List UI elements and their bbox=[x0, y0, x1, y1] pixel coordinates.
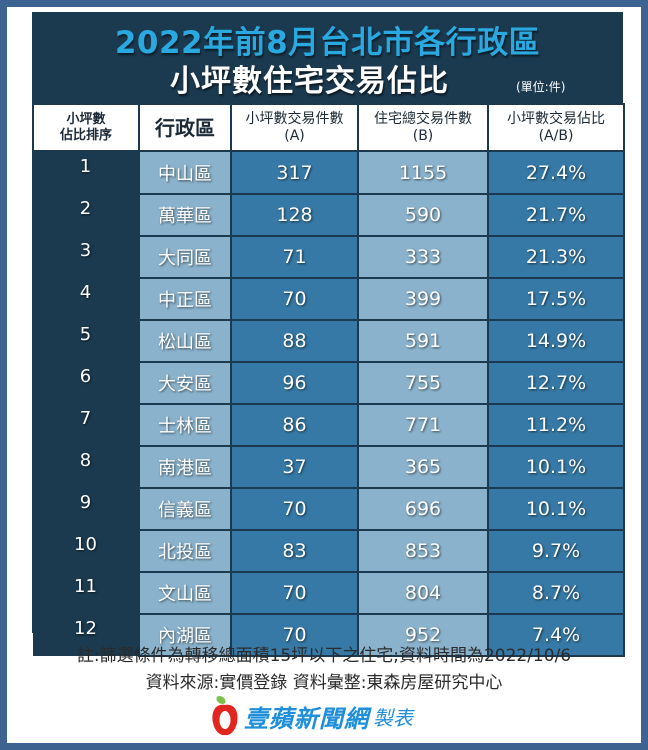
rank-cell: 9 bbox=[33, 488, 139, 530]
district-cell: 文山區 bbox=[138, 571, 232, 615]
district-cell: 南港區 bbox=[138, 445, 232, 489]
ratio-cell: 9.7% bbox=[487, 529, 625, 573]
apple-logo-icon bbox=[212, 695, 238, 736]
logo-text: 壹蘋新聞網 bbox=[244, 704, 369, 733]
small-count-cell: 70 bbox=[230, 571, 359, 615]
district-cell: 中正區 bbox=[138, 277, 232, 321]
total-count-cell: 696 bbox=[357, 487, 489, 531]
total-count-cell: 333 bbox=[357, 235, 489, 279]
rank-cell: 1 bbox=[33, 151, 139, 194]
small-count-cell: 37 bbox=[230, 445, 359, 489]
ratio-cell: 27.4% bbox=[487, 150, 625, 195]
col-header-district: 行政區 bbox=[138, 103, 232, 152]
total-count-cell: 804 bbox=[357, 571, 489, 615]
total-count-cell: 853 bbox=[357, 529, 489, 573]
ratio-cell: 21.3% bbox=[487, 235, 625, 279]
ratio-cell: 14.9% bbox=[487, 319, 625, 363]
rank-cell: 4 bbox=[33, 278, 139, 320]
district-cell: 松山區 bbox=[138, 319, 232, 363]
ratio-cell: 7.4% bbox=[487, 613, 625, 657]
district-cell: 士林區 bbox=[138, 403, 232, 447]
rank-cell: 2 bbox=[33, 194, 139, 236]
col-header-ratio-line1: 小坪數交易佔比 bbox=[507, 110, 605, 127]
rank-cell: 11 bbox=[33, 572, 139, 614]
header-row: 小坪數 佔比排序 行政區 小坪數交易件數 (A) 住宅總交易件數 (B) 小坪數… bbox=[32, 103, 625, 152]
title-line-2: 小坪數住宅交易佔比 bbox=[170, 64, 449, 99]
table-row: 5 松山區 88 591 14.9% bbox=[33, 319, 625, 363]
col-header-district-label: 行政區 bbox=[155, 115, 215, 140]
small-count-cell: 83 bbox=[230, 529, 359, 573]
ratio-cell: 12.7% bbox=[487, 361, 625, 405]
district-cell: 北投區 bbox=[138, 529, 232, 573]
small-count-cell: 96 bbox=[230, 361, 359, 405]
total-count-cell: 755 bbox=[357, 361, 489, 405]
col-header-small-count-line1: 小坪數交易件數 bbox=[245, 110, 344, 127]
title-line-1: 2022年前8月台北市各行政區 bbox=[114, 25, 541, 61]
col-header-total-count: 住宅總交易件數 (B) bbox=[357, 103, 489, 152]
col-header-rank-line1: 小坪數 bbox=[66, 111, 106, 127]
total-count-cell: 399 bbox=[357, 277, 489, 321]
ratio-cell: 8.7% bbox=[487, 571, 625, 615]
total-count-cell: 590 bbox=[357, 193, 489, 237]
small-count-cell: 86 bbox=[230, 403, 359, 447]
data-table: 小坪數 佔比排序 行政區 小坪數交易件數 (A) 住宅總交易件數 (B) 小坪數… bbox=[32, 103, 625, 657]
district-cell: 內湖區 bbox=[138, 613, 232, 657]
district-cell: 大同區 bbox=[138, 235, 232, 279]
logo-suffix: 製表 bbox=[373, 705, 413, 730]
table-row: 11 文山區 70 804 8.7% bbox=[33, 571, 625, 615]
rank-cell: 10 bbox=[33, 530, 139, 572]
table-row: 3 大同區 71 333 21.3% bbox=[33, 235, 625, 279]
table-row: 8 南港區 37 365 10.1% bbox=[33, 445, 625, 489]
ratio-cell: 10.1% bbox=[487, 487, 625, 531]
col-header-total-count-line1: 住宅總交易件數 bbox=[374, 110, 472, 127]
total-count-cell: 952 bbox=[357, 613, 489, 657]
rank-cell: 12 bbox=[33, 614, 139, 656]
small-count-cell: 128 bbox=[230, 193, 359, 237]
rank-cell: 5 bbox=[33, 320, 139, 362]
table-row: 10 北投區 83 853 9.7% bbox=[33, 529, 625, 573]
total-count-cell: 365 bbox=[357, 445, 489, 489]
table-row: 4 中正區 70 399 17.5% bbox=[33, 277, 625, 321]
table-row: 2 萬華區 128 590 21.7% bbox=[33, 193, 625, 237]
total-count-cell: 1155 bbox=[357, 150, 489, 195]
rank-cell: 7 bbox=[33, 404, 139, 446]
table-row: 7 士林區 86 771 11.2% bbox=[33, 403, 625, 447]
total-count-cell: 771 bbox=[357, 403, 489, 447]
small-count-cell: 70 bbox=[230, 487, 359, 531]
col-header-ratio: 小坪數交易佔比 (A/B) bbox=[487, 103, 625, 152]
total-count-cell: 591 bbox=[357, 319, 489, 363]
district-cell: 大安區 bbox=[138, 361, 232, 405]
rank-cell: 6 bbox=[33, 362, 139, 404]
ratio-cell: 17.5% bbox=[487, 277, 625, 321]
small-count-cell: 71 bbox=[230, 235, 359, 279]
small-count-cell: 70 bbox=[230, 613, 359, 657]
unit-label: (單位:件) bbox=[516, 80, 566, 94]
district-cell: 中山區 bbox=[138, 150, 232, 195]
table-row: 1 中山區 317 1155 27.4% bbox=[33, 150, 625, 195]
table-row: 6 大安區 96 755 12.7% bbox=[33, 361, 625, 405]
table-row: 12 內湖區 70 952 7.4% bbox=[33, 613, 625, 657]
district-cell: 萬華區 bbox=[138, 193, 232, 237]
col-header-small-count-line2: (A) bbox=[284, 127, 305, 144]
ratio-cell: 10.1% bbox=[487, 445, 625, 489]
small-count-cell: 88 bbox=[230, 319, 359, 363]
rank-cell: 3 bbox=[33, 236, 139, 278]
ratio-cell: 21.7% bbox=[487, 193, 625, 237]
district-cell: 信義區 bbox=[138, 487, 232, 531]
source-note: 資料來源:實價登錄 資料彙整:東森房屋研究中心 bbox=[145, 673, 503, 693]
col-header-total-count-line2: (B) bbox=[412, 127, 434, 144]
col-header-small-count: 小坪數交易件數 (A) bbox=[230, 103, 359, 152]
col-header-rank: 小坪數 佔比排序 bbox=[32, 103, 140, 152]
footnote: 註:篩選條件為轉移總面積15坪以下之住宅;資料時間為2022/10/6 bbox=[76, 646, 572, 666]
rank-cell: 8 bbox=[33, 446, 139, 488]
publisher-logo: 壹蘋新聞網 製表 bbox=[210, 694, 413, 738]
table-row: 9 信義區 70 696 10.1% bbox=[33, 487, 625, 531]
small-count-cell: 317 bbox=[230, 150, 359, 195]
col-header-rank-line2: 佔比排序 bbox=[59, 127, 112, 143]
small-count-cell: 70 bbox=[230, 277, 359, 321]
ratio-cell: 11.2% bbox=[487, 403, 625, 447]
col-header-ratio-line2: (A/B) bbox=[538, 127, 574, 144]
